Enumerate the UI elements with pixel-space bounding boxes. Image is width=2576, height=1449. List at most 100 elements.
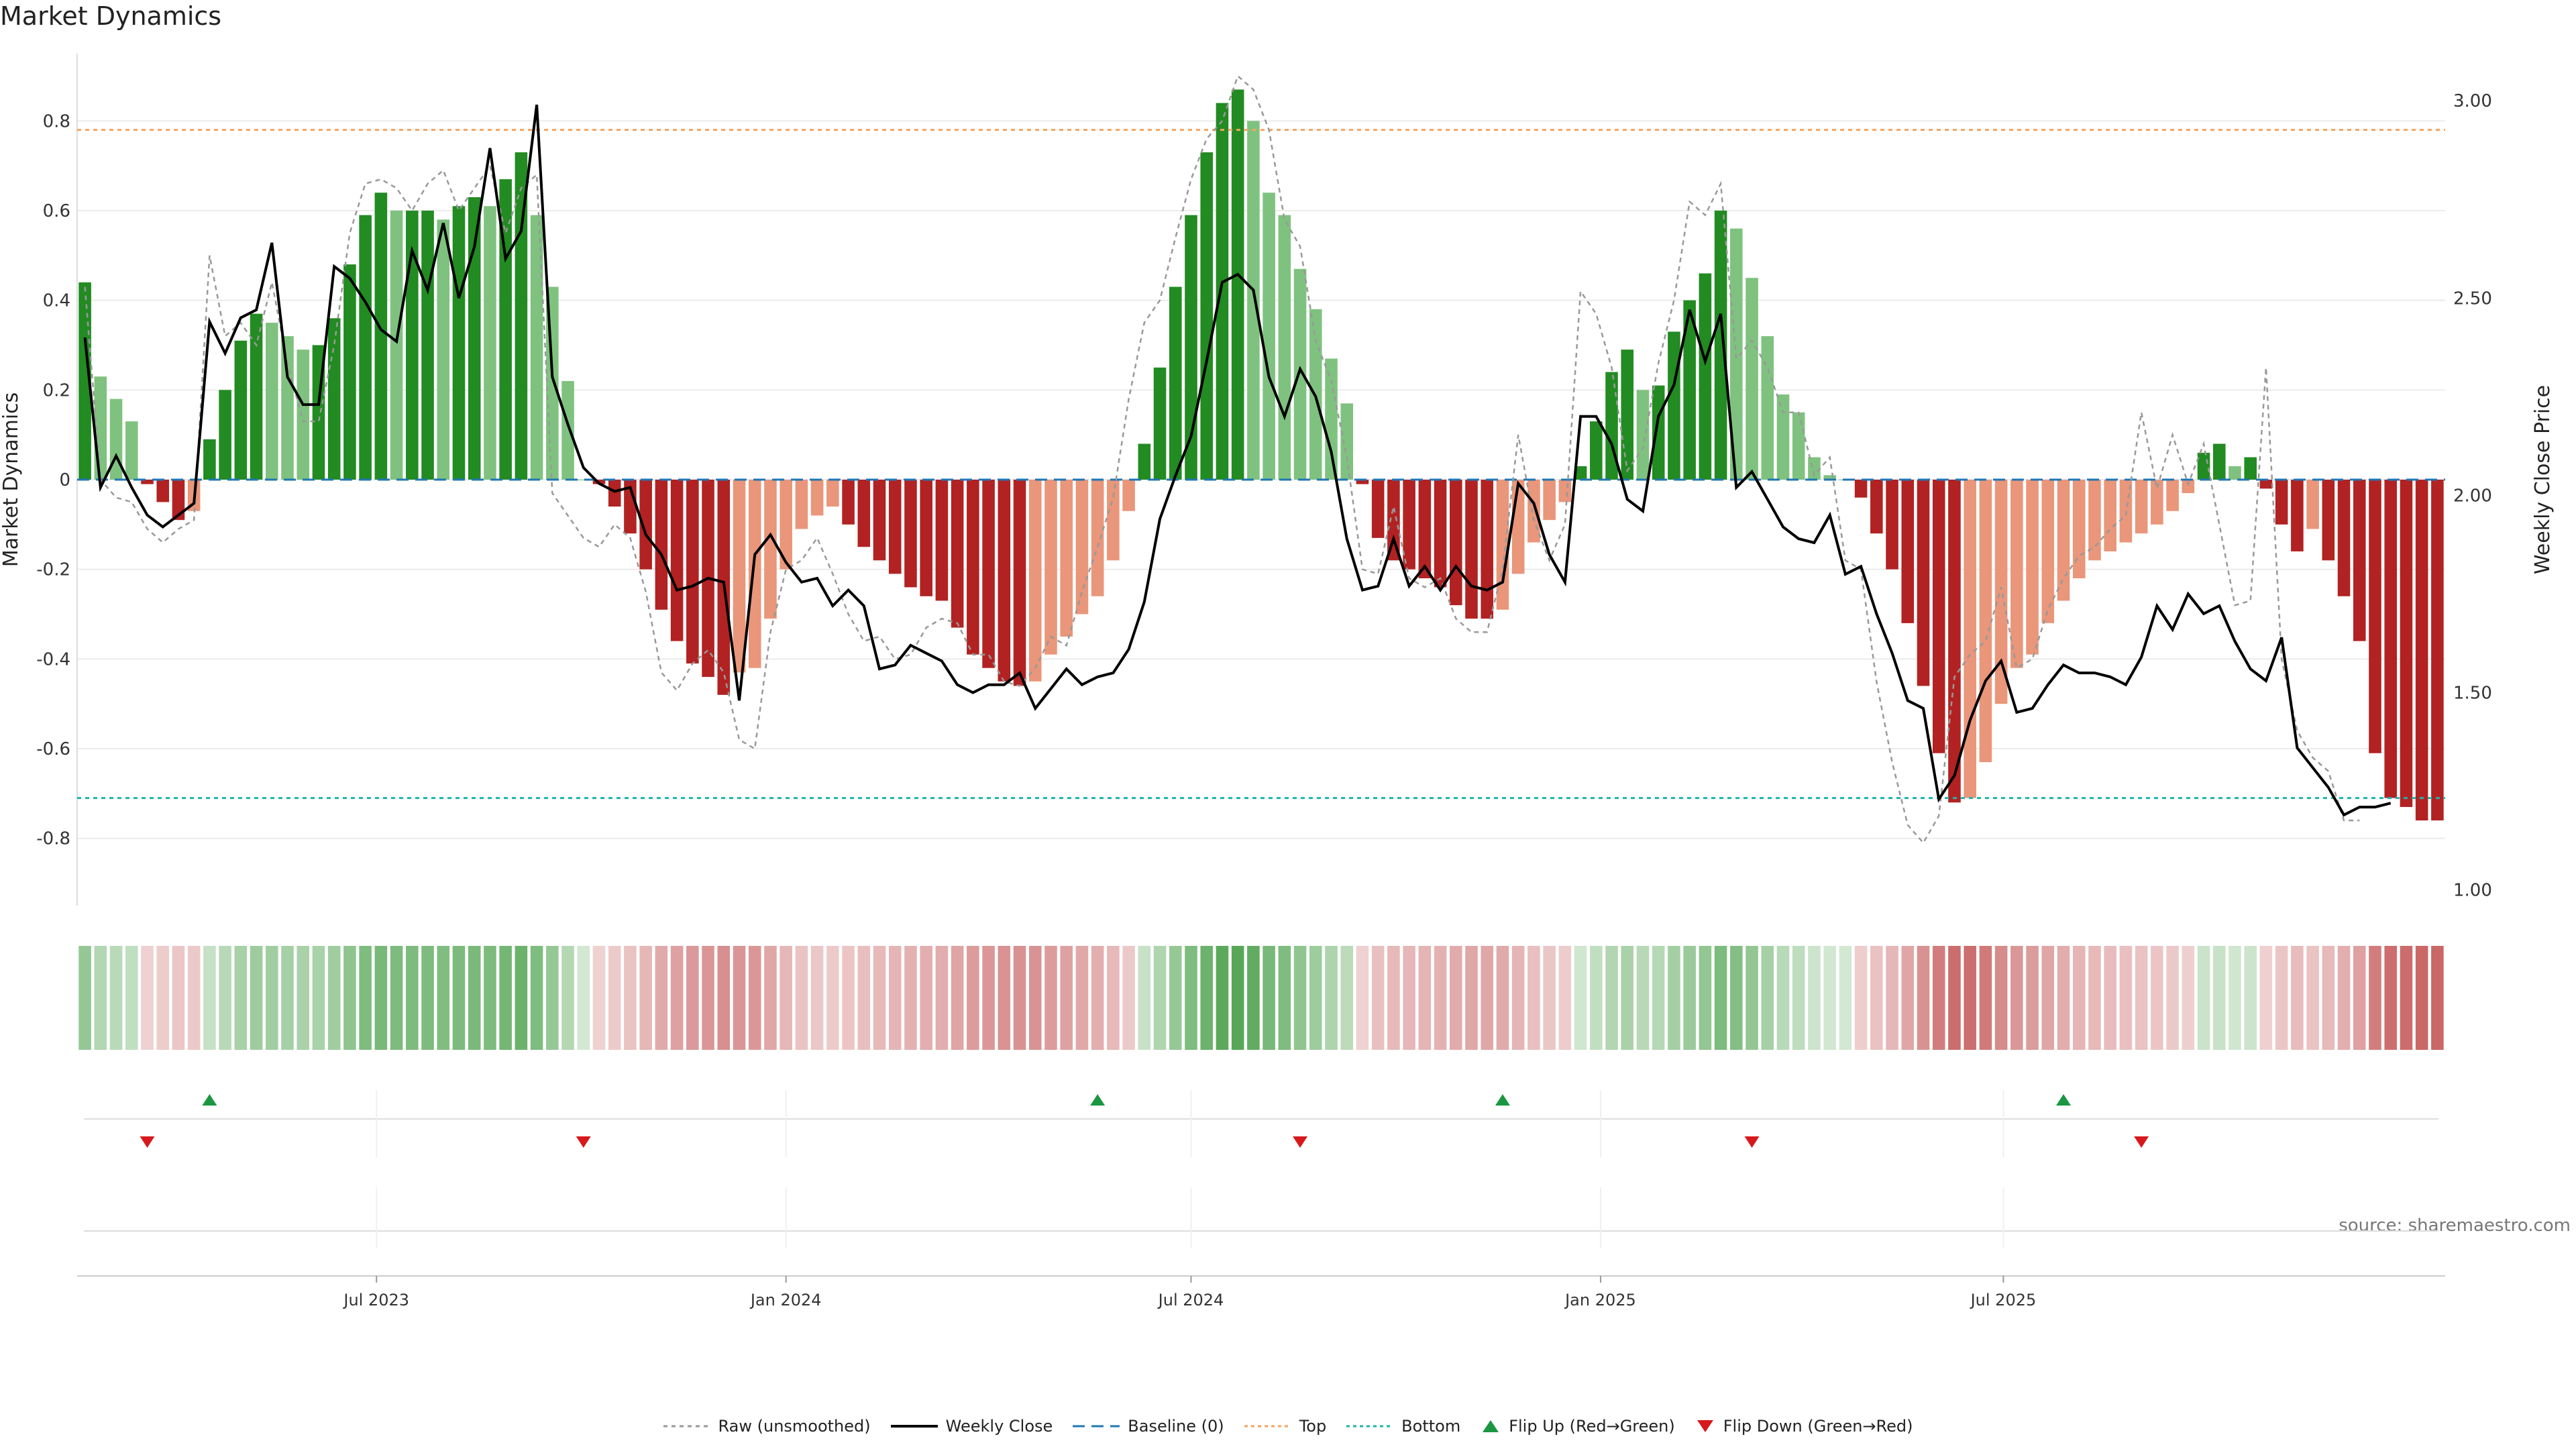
bar — [2151, 480, 2163, 525]
bar — [1870, 480, 1883, 534]
bar — [655, 480, 668, 610]
bar — [2229, 466, 2241, 480]
bar — [951, 480, 964, 628]
x-tick-label: Jul 2024 — [1157, 1291, 1224, 1309]
heatmap-cell — [1511, 946, 1525, 1050]
heatmap-cell — [468, 946, 481, 1050]
heatmap-cell — [141, 946, 154, 1050]
heatmap-cell — [1060, 946, 1073, 1050]
heatmap-cell — [2088, 946, 2101, 1050]
bar — [748, 480, 761, 668]
heatmap-cell — [2337, 946, 2351, 1050]
heatmap-cell — [515, 946, 528, 1050]
legend-swatch-bottom — [1346, 1425, 1394, 1428]
bar — [359, 215, 372, 480]
bar — [156, 480, 170, 502]
y-tick-label: -0.4 — [36, 649, 70, 669]
heatmap-cell — [484, 946, 496, 1050]
bar — [1107, 480, 1120, 561]
bar — [608, 480, 621, 507]
heatmap-cell — [577, 946, 590, 1050]
heatmap-cell — [1216, 946, 1229, 1050]
bar — [2337, 480, 2351, 596]
heatmap-cell — [1668, 946, 1680, 1050]
heatmap-cell — [203, 946, 216, 1050]
bar — [2384, 480, 2398, 798]
heatmap-cell — [951, 946, 964, 1050]
heatmap-cell — [1808, 946, 1821, 1050]
flip-down-marker — [576, 1136, 591, 1148]
bar — [2353, 480, 2366, 641]
legend-item-raw: Raw (unsmoothed) — [663, 1417, 871, 1436]
heatmap-cell — [967, 946, 979, 1050]
bar — [484, 206, 496, 480]
heatmap-cell — [421, 946, 434, 1050]
y-tick-label: 0 — [59, 470, 70, 490]
heatmap-cell — [1028, 946, 1042, 1050]
bar — [1699, 273, 1712, 480]
bar — [2244, 457, 2257, 480]
legend-label-flip-up: Flip Up (Red→Green) — [1509, 1417, 1675, 1436]
legend-label-close: Weekly Close — [945, 1417, 1053, 1436]
legend-item-top: Top — [1244, 1417, 1326, 1436]
x-tick-label: Jul 2025 — [1970, 1291, 2037, 1309]
bar — [2259, 480, 2273, 489]
heatmap-cell — [1590, 946, 1603, 1050]
heatmap-cell — [1792, 946, 1805, 1050]
bar — [1263, 193, 1275, 480]
heatmap-cell — [266, 946, 278, 1050]
heatmap-cell — [234, 946, 248, 1050]
bar — [1511, 480, 1525, 574]
heatmap-cell — [1870, 946, 1883, 1050]
heatmap-cell — [2135, 946, 2148, 1050]
bar — [343, 264, 356, 480]
heatmap-cell — [1917, 946, 1930, 1050]
raw-line — [84, 74, 2360, 845]
heatmap-cell — [1340, 946, 1354, 1050]
flip-up-marker — [202, 1094, 217, 1106]
legend-swatch-close — [890, 1425, 938, 1428]
bar — [1122, 480, 1135, 511]
bar — [2415, 480, 2428, 820]
heatmap-cell — [1979, 946, 1992, 1050]
heatmap-cell — [1278, 946, 1291, 1050]
bar — [1543, 480, 1556, 521]
bar — [2026, 480, 2039, 655]
bar — [1948, 480, 1961, 803]
heatmap-cell — [2010, 946, 2023, 1050]
heatmap-cell — [109, 946, 123, 1050]
bar — [2010, 480, 2023, 668]
heatmap-cell — [1122, 946, 1135, 1050]
bar — [1340, 403, 1354, 480]
heatmap-cell — [1746, 946, 1758, 1050]
heatmap-cell — [1714, 946, 1727, 1050]
heatmap-cell — [686, 946, 699, 1050]
heatmap-cell — [842, 946, 855, 1050]
flip-down-icon — [1697, 1420, 1713, 1432]
bar — [873, 480, 886, 561]
heatmap-cell — [2369, 946, 2381, 1050]
bar — [1964, 480, 1976, 798]
heatmap-cell — [1403, 946, 1415, 1050]
heatmap-cell — [2415, 946, 2428, 1050]
y2-tick-label: 1.50 — [2453, 684, 2492, 704]
heatmap-cell — [1138, 946, 1151, 1050]
bar — [2431, 480, 2444, 820]
bar — [234, 340, 248, 480]
bar — [266, 323, 278, 480]
bar — [390, 210, 403, 480]
bar — [998, 480, 1011, 682]
heatmap-cell — [390, 946, 403, 1050]
legend-item-bottom: Bottom — [1346, 1417, 1460, 1436]
heatmap-cell — [1325, 946, 1338, 1050]
legend-item-close: Weekly Close — [890, 1417, 1053, 1436]
y2-tick-label: 3.00 — [2453, 91, 2492, 111]
heatmap-cell — [1652, 946, 1665, 1050]
heatmap-cell — [1948, 946, 1961, 1050]
chart-title: Market Dynamics — [0, 1, 222, 31]
bar — [1776, 394, 1790, 480]
bar — [2104, 480, 2116, 551]
bar — [1450, 480, 1462, 606]
bar — [1558, 480, 1572, 502]
bar — [1403, 480, 1415, 570]
